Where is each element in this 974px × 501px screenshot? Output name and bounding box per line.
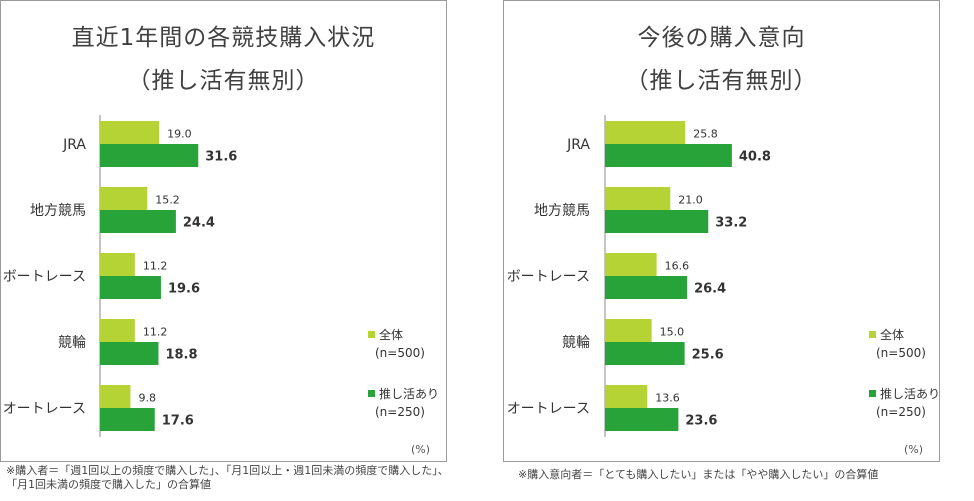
data-label-chiho-keiba-oshikatsu: 24.4 bbox=[183, 216, 215, 231]
legend-item-all: 全体 bbox=[368, 326, 403, 343]
bar-keirin-all bbox=[605, 319, 652, 342]
data-label-auto-race-all: 13.6 bbox=[655, 392, 680, 405]
bar-jra-all bbox=[605, 121, 686, 144]
bar-keirin-all bbox=[100, 319, 135, 342]
bar-chart-right: JRA 25.8 40.8 地方競馬 21.0 33.2 ボートレース 16.6 26.4 競輪 1… bbox=[507, 115, 771, 437]
legend-swatch-all bbox=[869, 331, 876, 338]
bar-jra-oshikatsu bbox=[100, 144, 199, 167]
legend-item-oshikatsu: 推し活あり bbox=[869, 385, 940, 402]
legend-n-all: (n=500) bbox=[876, 346, 926, 360]
bar-jra-oshikatsu bbox=[605, 144, 732, 167]
unit-label-left: (%) bbox=[410, 443, 430, 456]
data-label-keirin-all: 11.2 bbox=[143, 326, 168, 339]
bar-boat-race-all bbox=[100, 253, 135, 276]
category-label-auto-race: オートレース bbox=[507, 401, 590, 417]
data-label-chiho-keiba-all: 21.0 bbox=[678, 194, 703, 207]
footnote-right: ※購入意向者＝「とても購入したい」または「やや購入したい」の合算値 bbox=[518, 468, 878, 482]
data-label-boat-race-all: 11.2 bbox=[143, 260, 168, 273]
bar-auto-race-oshikatsu bbox=[100, 408, 155, 431]
chart-title-left: 直近1年間の各競技購入状況 bbox=[71, 25, 376, 51]
legend-n-oshikatsu: (n=250) bbox=[876, 405, 926, 419]
category-label-jra: JRA bbox=[566, 137, 590, 153]
legend-item-oshikatsu: 推し活あり bbox=[368, 385, 439, 402]
bar-auto-race-all bbox=[605, 385, 648, 408]
legend-swatch-oshikatsu bbox=[869, 390, 876, 397]
category-label-keirin: 競輪 bbox=[562, 334, 590, 351]
legend-label-all: 全体 bbox=[379, 328, 404, 342]
data-label-chiho-keiba-all: 15.2 bbox=[155, 194, 180, 207]
data-label-boat-race-oshikatsu: 26.4 bbox=[694, 282, 726, 297]
footnote-right-line1: ※購入意向者＝「とても購入したい」または「やや購入したい」の合算値 bbox=[518, 468, 879, 481]
category-label-chiho-keiba: 地方競馬 bbox=[534, 203, 590, 219]
data-label-jra-oshikatsu: 40.8 bbox=[739, 150, 771, 165]
category-label-jra: JRA bbox=[62, 137, 86, 153]
bar-boat-race-oshikatsu bbox=[100, 276, 161, 299]
data-label-keirin-oshikatsu: 18.8 bbox=[165, 348, 197, 363]
data-label-jra-all: 19.0 bbox=[167, 128, 192, 141]
data-label-boat-race-oshikatsu: 19.6 bbox=[168, 282, 200, 297]
legend-n-all: (n=500) bbox=[375, 346, 425, 360]
chart-subtitle-right: （推し活有無別） bbox=[625, 68, 818, 94]
legend-item-all: 全体 bbox=[869, 326, 904, 343]
data-label-boat-race-all: 16.6 bbox=[665, 260, 690, 273]
legend-label-oshikatsu: 推し活あり bbox=[379, 387, 440, 401]
category-label-keirin: 競輪 bbox=[58, 334, 86, 351]
category-label-boat-race: ボートレース bbox=[3, 269, 86, 285]
chart-panel-left: 直近1年間の各競技購入状況 （推し活有無別） JRA 19.0 31.6 地方競馬 15… bbox=[0, 0, 447, 462]
bar-jra-all bbox=[100, 121, 160, 144]
chart-panel-right: 今後の購入意向 （推し活有無別） JRA 25.8 40.8 地方競馬 21.0 33.2… bbox=[503, 0, 940, 462]
unit-label-right: (%) bbox=[903, 443, 923, 456]
legend-swatch-oshikatsu bbox=[368, 390, 375, 397]
category-label-auto-race: オートレース bbox=[3, 401, 86, 417]
bar-auto-race-all bbox=[100, 385, 131, 408]
data-label-auto-race-oshikatsu: 23.6 bbox=[685, 414, 717, 429]
category-label-chiho-keiba: 地方競馬 bbox=[30, 203, 86, 219]
chart-title-right: 今後の購入意向 bbox=[637, 25, 806, 51]
chart-subtitle-left: （推し活有無別） bbox=[127, 68, 320, 94]
data-label-auto-race-oshikatsu: 17.6 bbox=[162, 414, 194, 429]
footnote-left-line2: 「月1回未満の頻度で購入した」の合算値 bbox=[6, 478, 211, 491]
bar-chiho-keiba-oshikatsu bbox=[100, 210, 176, 233]
bar-boat-race-all bbox=[605, 253, 657, 276]
bar-chiho-keiba-oshikatsu bbox=[605, 210, 709, 233]
data-label-chiho-keiba-oshikatsu: 33.2 bbox=[715, 216, 747, 231]
legend-n-oshikatsu: (n=250) bbox=[375, 405, 425, 419]
legend-swatch-all bbox=[368, 331, 375, 338]
legend-label-all: 全体 bbox=[880, 328, 905, 342]
data-label-jra-oshikatsu: 31.6 bbox=[205, 150, 237, 165]
category-label-boat-race: ボートレース bbox=[507, 269, 590, 285]
footnote-left: ※購入者＝「週1回以上の頻度で購入した」、「月1回以上・週1回未満の頻度で購入し… bbox=[6, 464, 449, 492]
bar-keirin-oshikatsu bbox=[100, 342, 159, 365]
data-label-keirin-oshikatsu: 25.6 bbox=[692, 348, 724, 363]
footnote-left-line1: ※購入者＝「週1回以上の頻度で購入した」、「月1回以上・週1回未満の頻度で購入し… bbox=[6, 464, 449, 477]
data-label-keirin-all: 15.0 bbox=[660, 326, 685, 339]
bar-keirin-oshikatsu bbox=[605, 342, 685, 365]
bar-boat-race-oshikatsu bbox=[605, 276, 688, 299]
bar-chart-left: JRA19.031.6地方競馬15.224.4ボートレース11.219.6競輪1… bbox=[3, 115, 237, 437]
legend-label-oshikatsu: 推し活あり bbox=[880, 387, 941, 401]
bar-chiho-keiba-all bbox=[605, 187, 671, 210]
bar-chiho-keiba-all bbox=[100, 187, 148, 210]
bar-auto-race-oshikatsu bbox=[605, 408, 679, 431]
data-label-auto-race-all: 9.8 bbox=[138, 392, 156, 405]
data-label-jra-all: 25.8 bbox=[693, 128, 718, 141]
